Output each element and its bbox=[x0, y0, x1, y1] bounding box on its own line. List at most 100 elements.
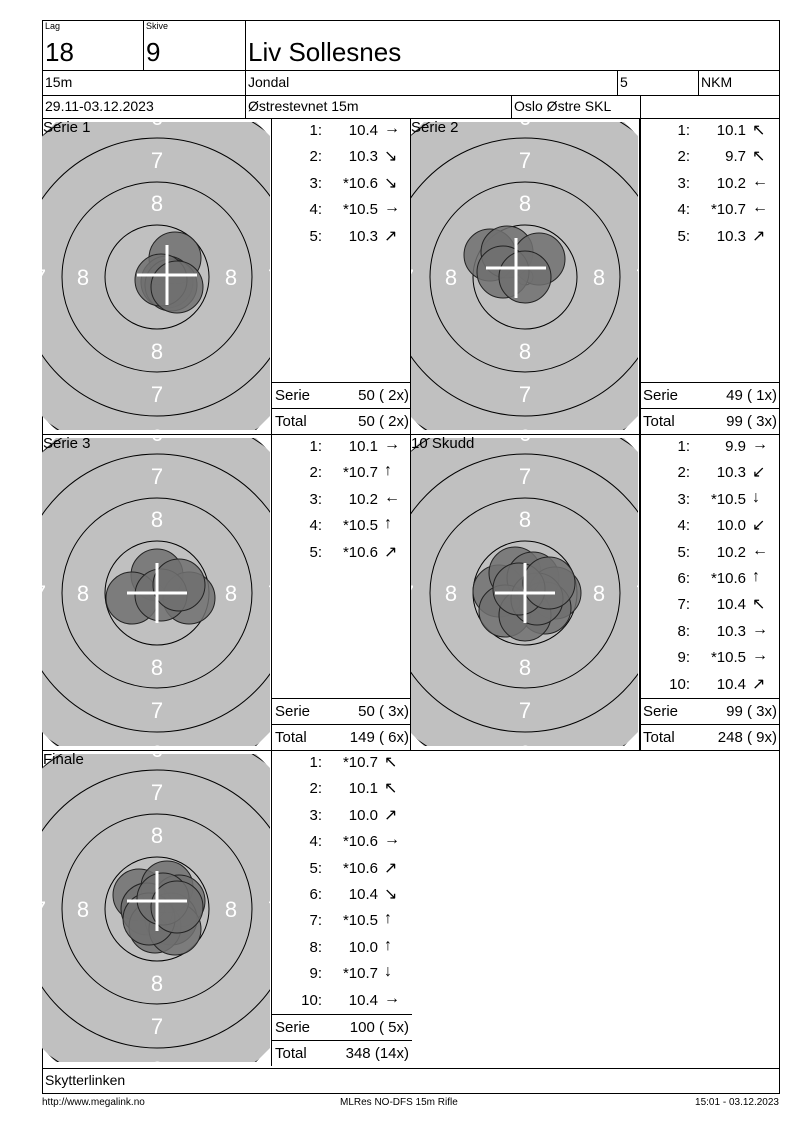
shot-row: 2: 10.3 ↙ bbox=[640, 460, 780, 486]
date-cell: 29.11-03.12.2023 bbox=[42, 95, 246, 119]
organizer-cell: Oslo Østre SKL bbox=[511, 95, 641, 119]
shot-score: 10.0 bbox=[348, 938, 378, 956]
shot-number: 2: bbox=[309, 148, 322, 166]
shot-row: 2: 10.1 ↖ bbox=[272, 776, 412, 802]
ring-number: 7 bbox=[42, 897, 46, 922]
target-ring bbox=[42, 453, 270, 733]
shot-hole bbox=[522, 556, 576, 610]
shot-number: 5: bbox=[677, 543, 690, 561]
shot-row: 4: 10.0 ↙ bbox=[640, 513, 780, 539]
footer-timestamp: 15:01 - 03.12.2023 bbox=[695, 1097, 779, 1108]
arrow-up-right-icon: ↗ bbox=[384, 859, 398, 877]
shot-row: 5: 10.3 ↗ bbox=[272, 224, 412, 250]
shot-row: 2: 9.7 ↖ bbox=[640, 144, 780, 170]
shot-row: 1: 10.1 ↖ bbox=[640, 118, 780, 144]
arrow-right-icon: → bbox=[384, 831, 400, 849]
target-view: 6 7 8 8 8 8 7 6 7 7 Serie 1 bbox=[42, 118, 272, 434]
arrow-right-icon: → bbox=[752, 620, 768, 638]
lag-value: 18 bbox=[45, 37, 74, 67]
shot-row: 8: 10.0 ↑ bbox=[272, 935, 412, 961]
arrow-right-icon: → bbox=[384, 989, 400, 1007]
shot-score: 10.3 bbox=[716, 622, 746, 640]
shot-number: 6: bbox=[677, 570, 690, 587]
arrow-right-icon: → bbox=[752, 436, 768, 453]
empty-cell bbox=[640, 95, 780, 119]
column-divider bbox=[640, 118, 641, 750]
target-ring bbox=[61, 813, 253, 1005]
shot-row: 7: 10.4 ↖ bbox=[640, 592, 780, 618]
row-divider bbox=[42, 434, 780, 435]
target-view: 6 7 8 8 8 8 7 6 7 7 10 Skudd bbox=[410, 434, 640, 750]
ring-number: 7 bbox=[151, 1014, 163, 1039]
ring-number: 7 bbox=[519, 382, 531, 407]
shot-score: 10.4 bbox=[348, 991, 378, 1009]
shot-number: 8: bbox=[309, 938, 322, 956]
arrow-up-right-icon: ↗ bbox=[384, 543, 398, 561]
serie-score: 99 ( 3x) bbox=[726, 703, 777, 720]
shot-score: *10.5 bbox=[342, 517, 378, 535]
shot-hole bbox=[498, 250, 552, 304]
shot-row: 4: *10.5 ↑ bbox=[272, 513, 412, 539]
shot-row: 3: 10.2 ← bbox=[640, 171, 780, 197]
bottom-label-cell: Skytterlinken bbox=[42, 1068, 780, 1094]
target-face: 6 7 8 8 8 8 7 6 7 7 bbox=[410, 438, 638, 750]
footer-url[interactable]: http://www.megalink.no bbox=[42, 1097, 145, 1108]
series-title: Finale bbox=[43, 751, 84, 768]
ring-number: 6 bbox=[151, 1057, 163, 1066]
ring-number: 7 bbox=[519, 698, 531, 723]
target-face: 6 7 8 8 8 8 7 6 7 7 bbox=[42, 122, 272, 430]
total-label: Total bbox=[275, 729, 307, 746]
serie-score: 50 ( 3x) bbox=[358, 703, 409, 720]
shot-list: 1: 10.1 ↖ 2: 9.7 ↖ 3: 10.2 ← 4: *10.7 ← 5: 10.3 ↗ Serie… bbox=[640, 118, 780, 434]
shot-number: 10: bbox=[301, 991, 322, 1009]
total-row: Total 248 ( 9x) bbox=[640, 724, 780, 750]
footer-software: MLRes NO-DFS 15m Rifle bbox=[340, 1097, 458, 1108]
arrow-right-icon: → bbox=[384, 436, 400, 453]
target-ring bbox=[410, 453, 638, 733]
arrow-left-icon: ← bbox=[752, 172, 768, 190]
ring-number: 6 bbox=[151, 741, 163, 750]
shot-row: 6: *10.6 ↑ bbox=[640, 566, 780, 592]
ring-number: 6 bbox=[519, 741, 531, 750]
shot-score: *10.6 bbox=[710, 570, 746, 587]
shot-score: 10.3 bbox=[348, 227, 378, 245]
shot-number: 4: bbox=[309, 833, 322, 851]
serie-row: Serie 99 ( 3x) bbox=[640, 698, 780, 724]
ring-number: 8 bbox=[151, 339, 163, 364]
ring-number: 6 bbox=[519, 118, 531, 130]
ring-number: 6 bbox=[519, 425, 531, 434]
shot-score: 10.4 bbox=[348, 886, 378, 903]
shot-row: 10: 10.4 → bbox=[272, 988, 412, 1014]
target-ring bbox=[429, 497, 621, 689]
arrow-right-icon: → bbox=[384, 120, 400, 137]
shot-score: 10.3 bbox=[716, 464, 746, 482]
series-title: Serie 3 bbox=[43, 435, 91, 452]
shot-row: 9: *10.7 ↓ bbox=[272, 961, 412, 987]
shot-list: 1: 10.4 → 2: 10.3 ↘ 3: *10.6 ↘ 4: *10.5 → 5: 10.3 ↗ Ser… bbox=[272, 118, 412, 434]
arrow-left-icon: ← bbox=[752, 199, 768, 217]
shot-score: 10.1 bbox=[716, 122, 746, 139]
row-divider bbox=[42, 750, 780, 751]
shot-row: 10: 10.4 ↗ bbox=[640, 672, 780, 698]
shot-score: *10.5 bbox=[342, 912, 378, 930]
shot-score: 9.7 bbox=[725, 148, 746, 166]
shot-hole bbox=[150, 260, 204, 314]
serie-label: Serie bbox=[643, 387, 679, 404]
serie-row: Serie 50 ( 3x) bbox=[272, 698, 412, 724]
shot-number: 10: bbox=[669, 675, 690, 693]
skive-cell: Skive 9 bbox=[143, 20, 246, 71]
ring-number: 8 bbox=[225, 897, 237, 922]
ring-number: 8 bbox=[77, 581, 89, 606]
target-face: 6 7 8 8 8 8 7 6 7 7 bbox=[42, 754, 270, 1066]
ring-number: 7 bbox=[268, 265, 272, 290]
shot-score: 10.1 bbox=[348, 780, 378, 798]
ring-number: 7 bbox=[636, 265, 640, 290]
ring-number: 8 bbox=[151, 191, 163, 216]
target-view: 6 7 8 8 8 8 7 6 7 7 Serie 2 bbox=[410, 118, 640, 434]
shot-score: 10.4 bbox=[716, 675, 746, 693]
arrow-up-left-icon: ↖ bbox=[384, 780, 398, 798]
shot-row: 1: 10.1 → bbox=[272, 434, 412, 460]
lag-cell: Lag 18 bbox=[42, 20, 144, 71]
ring-number: 7 bbox=[42, 265, 46, 290]
